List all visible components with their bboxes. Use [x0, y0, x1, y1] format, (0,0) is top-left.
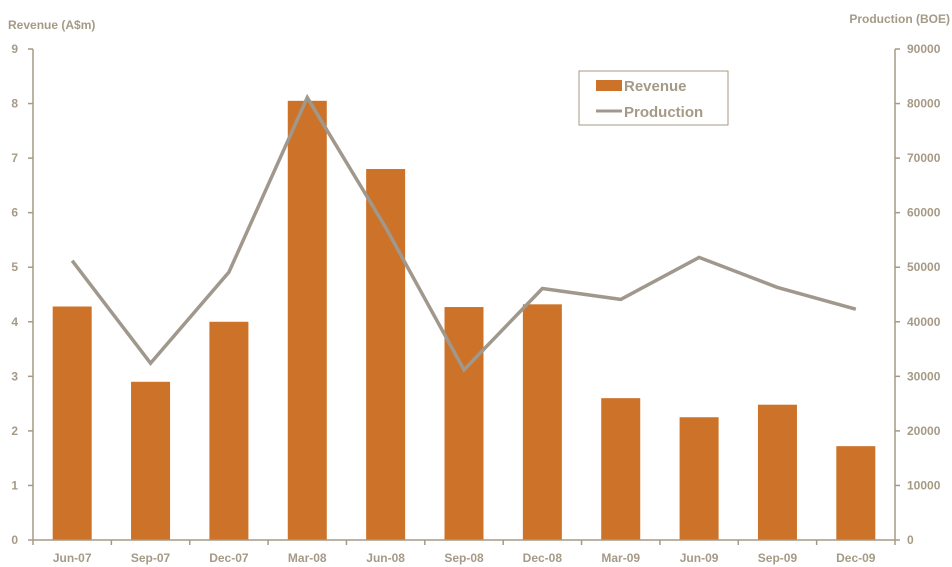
left-tick-label: 8 [11, 97, 18, 111]
right-tick-label: 70000 [907, 151, 941, 165]
right-tick-label: 40000 [907, 315, 941, 329]
left-tick-label: 6 [11, 206, 18, 220]
left-axis: 0 1 2 3 4 5 6 7 8 9 [11, 42, 34, 547]
x-tick-label: Dec-09 [836, 551, 876, 565]
legend-revenue-swatch [596, 80, 622, 91]
right-axis-title: Production (BOE) [849, 12, 950, 26]
production-line [70, 93, 857, 373]
revenue-bar [131, 381, 171, 540]
revenue-bar [209, 321, 249, 540]
x-tick-label: Dec-08 [523, 551, 563, 565]
x-tick-label: Jun-08 [366, 551, 405, 565]
left-tick-label: 2 [11, 424, 18, 438]
left-tick-label: 9 [11, 42, 18, 56]
left-tick-label: 5 [11, 260, 18, 274]
revenue-bar [52, 306, 92, 540]
revenue-bar [287, 100, 327, 541]
right-tick-label: 80000 [907, 97, 941, 111]
right-axis: 0 10000 20000 30000 40000 50000 60000 70000 8000… [894, 42, 941, 547]
right-tick-label: 20000 [907, 424, 941, 438]
left-axis-title: Revenue (A$m) [8, 18, 95, 32]
x-tick-label: Jun-07 [53, 551, 92, 565]
right-tick-label: 0 [907, 533, 914, 547]
x-axis: Jun-07 Sep-07 Dec-07 Mar-08 Jun-08 Sep-08 Dec-… [32, 539, 896, 565]
right-tick-label: 60000 [907, 206, 941, 220]
left-tick-label: 3 [11, 369, 18, 383]
x-tick-label: Mar-09 [601, 551, 640, 565]
right-tick-label: 90000 [907, 42, 941, 56]
x-tick-label: Sep-08 [444, 551, 484, 565]
production-line-group [70, 93, 857, 373]
left-tick-label: 0 [11, 533, 18, 547]
revenue-bar [757, 404, 797, 540]
left-tick-label: 4 [11, 315, 18, 329]
legend-revenue-label: Revenue [624, 78, 687, 95]
x-tick-label: Dec-07 [209, 551, 249, 565]
x-tick-label: Mar-08 [288, 551, 327, 565]
right-tick-label: 10000 [907, 478, 941, 492]
legend: Revenue Production [578, 70, 729, 126]
legend-production-label: Production [624, 104, 703, 121]
left-tick-label: 7 [11, 151, 18, 165]
right-tick-label: 50000 [907, 260, 941, 274]
revenue-bar [836, 446, 876, 540]
x-tick-label: Sep-07 [131, 551, 171, 565]
x-tick-label: Sep-09 [758, 551, 798, 565]
left-tick-label: 1 [11, 478, 18, 492]
revenue-bars [52, 100, 876, 541]
revenue-bar [522, 304, 562, 540]
revenue-bar [601, 398, 641, 540]
right-tick-label: 30000 [907, 369, 941, 383]
revenue-bar [679, 417, 719, 540]
x-tick-label: Jun-09 [680, 551, 719, 565]
